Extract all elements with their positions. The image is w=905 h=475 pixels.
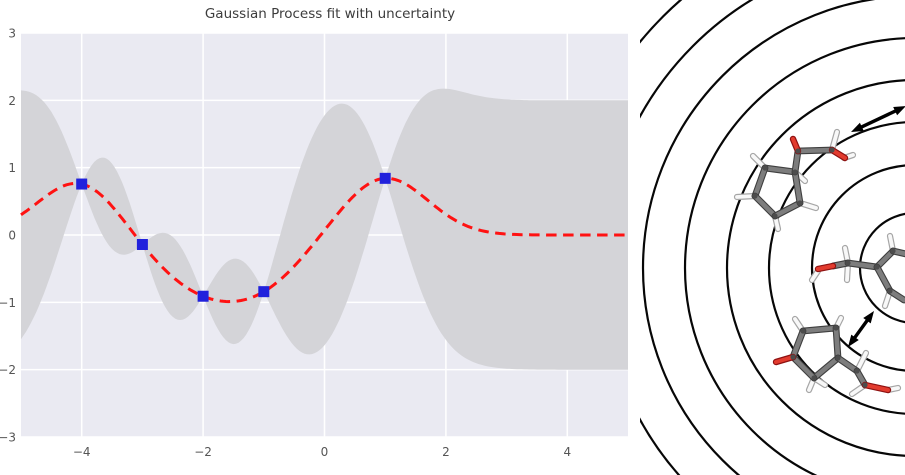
y-tick-label: 3	[8, 27, 16, 41]
c-bond	[800, 325, 839, 334]
carbon-joint	[772, 213, 778, 219]
c-bond	[845, 260, 880, 270]
y-tick-label: 1	[8, 161, 16, 175]
o-bond	[816, 264, 835, 271]
x-tick-label: −2	[194, 445, 212, 459]
arrowhead	[851, 122, 864, 132]
carbon-joint	[835, 355, 841, 361]
carbon-joint	[862, 382, 868, 388]
molecule-center	[808, 232, 905, 310]
arrow-shaft	[857, 107, 900, 131]
molecule-lower	[772, 314, 902, 398]
y-tick-label: −1	[0, 296, 16, 310]
carbon-joint	[800, 328, 806, 334]
carbon-joint	[795, 148, 801, 154]
kernel-circle	[767, 121, 905, 415]
kernel-circle	[810, 164, 905, 372]
c-bond	[790, 354, 817, 381]
c-bond	[795, 147, 835, 154]
carbon-joint	[833, 325, 839, 331]
distance-arrow	[851, 106, 905, 132]
o-bond	[774, 355, 795, 364]
distance-arrow	[848, 311, 874, 347]
c-bond	[752, 193, 778, 219]
x-tick-label: 4	[563, 445, 571, 459]
uncertainty-band	[21, 88, 628, 370]
c-bond	[792, 169, 803, 206]
o-bond	[863, 383, 890, 392]
c-bond	[772, 200, 803, 219]
gp-mean-line	[20, 176, 628, 304]
carbon-joint	[762, 165, 768, 171]
train-point	[197, 290, 209, 302]
arrow-shaft	[851, 316, 871, 342]
y-tick-label: −3	[0, 431, 16, 445]
carbon-joint	[752, 193, 758, 199]
c-bond	[874, 264, 893, 294]
train-point	[258, 286, 270, 298]
carbon-joint	[790, 354, 796, 360]
arrowhead	[848, 334, 859, 347]
carbon-joint	[829, 147, 835, 153]
c-bond	[874, 248, 896, 270]
c-bond	[752, 165, 768, 199]
x-tick-label: 2	[442, 445, 450, 459]
c-bond	[792, 148, 801, 175]
h-bond	[810, 269, 820, 282]
carbon-joint	[890, 248, 896, 254]
chart-layers: −4 −2 0 2 4 3 2 1 0 −1 −2 −3	[0, 27, 628, 459]
train-point	[136, 239, 148, 251]
c-bond	[835, 355, 860, 374]
c-bond	[790, 328, 806, 360]
train-point	[379, 172, 391, 184]
c-bond	[762, 165, 798, 175]
kernel-layers	[640, 0, 905, 475]
arrowhead	[893, 106, 905, 116]
carbon-joint	[845, 260, 851, 266]
x-tick-label: 0	[321, 445, 329, 459]
kernel-circle	[725, 79, 905, 457]
carbon-joint	[797, 200, 803, 206]
c-bond	[833, 325, 841, 361]
y-tick-label: 2	[8, 94, 16, 108]
y-tick-label: −2	[0, 363, 16, 377]
c-bond	[811, 355, 841, 381]
chart-title: Gaussian Process fit with uncertainty	[205, 6, 455, 22]
y-tick-label: 0	[8, 229, 16, 243]
gp-chart: −4 −2 0 2 4 3 2 1 0 −1 −2 −3 Gaussian Process fit w…	[0, 6, 628, 459]
kernel-circle	[641, 0, 877, 475]
carbon-joint	[854, 368, 860, 374]
carbon-joint	[887, 288, 893, 294]
train-point	[76, 178, 88, 190]
carbon-joint	[811, 375, 817, 381]
kernel-distance-panel	[640, 0, 905, 475]
kernel-circle	[683, 37, 905, 475]
c-bond	[887, 288, 905, 303]
carbon-joint	[874, 264, 880, 270]
carbon-joint	[792, 169, 798, 175]
x-tick-label: −4	[73, 445, 91, 459]
molecule-upper	[733, 128, 857, 233]
arrowhead	[863, 311, 874, 324]
